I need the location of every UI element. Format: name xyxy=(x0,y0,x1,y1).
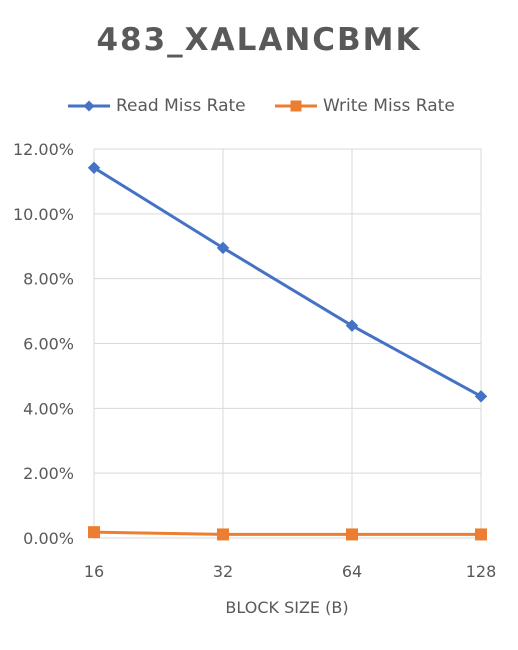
legend-item-read-miss-rate: Read Miss Rate xyxy=(66,94,246,118)
data-point-read-miss-rate xyxy=(345,319,359,332)
series-line-write-miss-rate xyxy=(93,530,481,536)
y-tick-label: 12.00% xyxy=(13,140,74,159)
data-point-write-miss-rate xyxy=(346,528,358,541)
y-tick-label: 4.00% xyxy=(23,399,74,418)
data-point-write-miss-rate xyxy=(217,528,229,541)
x-tick-label: 32 xyxy=(213,562,233,581)
legend-marker-icon xyxy=(275,100,317,112)
data-point-read-miss-rate xyxy=(216,241,230,255)
legend-marker-icon xyxy=(68,100,110,112)
y-tick-label: 10.00% xyxy=(13,205,74,224)
legend-swatch-write-miss-rate xyxy=(273,96,319,116)
data-point-read-miss-rate xyxy=(474,390,488,403)
y-tick-label: 0.00% xyxy=(23,529,74,548)
legend: Read Miss Rate Write Miss Rate xyxy=(0,94,518,118)
legend-label-write-miss-rate: Write Miss Rate xyxy=(323,96,455,116)
data-point-write-miss-rate xyxy=(88,526,100,539)
y-tick-label: 8.00% xyxy=(23,270,74,289)
y-tick-label: 6.00% xyxy=(23,335,74,354)
data-point-read-miss-rate xyxy=(87,161,101,175)
x-tick-label: 16 xyxy=(84,562,104,581)
x-tick-label: 64 xyxy=(342,562,362,581)
chart-title: 483_XALANCBMK xyxy=(96,22,422,58)
x-tick-label: 128 xyxy=(466,562,497,581)
legend-item-write-miss-rate: Write Miss Rate xyxy=(273,94,455,118)
data-point-write-miss-rate xyxy=(475,528,487,541)
legend-label-read-miss-rate: Read Miss Rate xyxy=(116,96,246,116)
x-axis-title: BLOCK SIZE (B) xyxy=(225,598,349,617)
series-line-read-miss-rate xyxy=(93,166,482,398)
y-tick-label: 2.00% xyxy=(23,464,74,483)
legend-swatch-read-miss-rate xyxy=(66,96,112,116)
